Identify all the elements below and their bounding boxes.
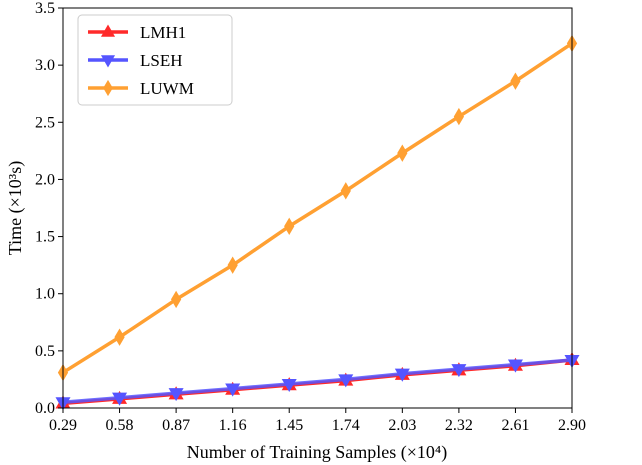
x-tick-label: 1.74 <box>332 417 360 434</box>
y-tick-label: 3.5 <box>35 0 55 17</box>
x-tick-label: 0.87 <box>162 417 190 434</box>
y-axis: 0.0 0.5 1.0 1.5 2.0 2.5 3.0 3.5 <box>35 0 63 417</box>
legend-label: LSEH <box>140 51 183 70</box>
data-point <box>170 290 182 309</box>
data-point <box>510 72 521 90</box>
data-point <box>340 182 351 200</box>
y-tick-label: 0.0 <box>35 400 55 417</box>
y-tick-label: 1.5 <box>35 229 55 246</box>
x-axis-label: Number of Training Samples (×10⁴) <box>187 442 447 463</box>
data-point <box>284 217 295 235</box>
legend: LMH1 LSEH LUWM <box>77 14 233 106</box>
x-tick-label: 2.61 <box>501 417 529 434</box>
legend-item: LUWM <box>88 79 194 98</box>
x-axis: 0.29 0.58 0.87 1.16 1.45 1.74 2.03 2.32 2.61 2.90 <box>49 408 586 434</box>
x-tick-label: 2.32 <box>445 417 473 434</box>
data-point <box>168 388 184 402</box>
data-point <box>281 378 297 393</box>
legend-label: LMH1 <box>140 23 186 42</box>
y-tick-label: 2.0 <box>35 171 55 188</box>
legend-marker <box>100 24 116 37</box>
y-tick-label: 0.5 <box>35 343 55 360</box>
legend-item: LSEH <box>88 51 183 70</box>
data-point <box>112 392 128 406</box>
legend-label: LUWM <box>140 79 194 98</box>
data-point <box>338 374 354 388</box>
data-point <box>225 383 241 397</box>
data-point <box>507 359 523 373</box>
y-tick-label: 3.0 <box>35 57 55 74</box>
x-tick-label: 1.45 <box>275 417 303 434</box>
legend-box <box>77 14 233 106</box>
data-point <box>114 328 125 346</box>
x-tick-label: 0.29 <box>49 417 77 434</box>
series-layer <box>55 34 580 411</box>
data-point <box>453 107 465 126</box>
data-point <box>227 256 238 274</box>
x-tick-label: 2.90 <box>558 417 586 434</box>
series-line <box>62 358 573 405</box>
x-tick-label: 2.03 <box>388 417 416 434</box>
data-point <box>394 368 410 382</box>
data-point <box>451 364 467 378</box>
x-tick-label: 0.58 <box>106 417 134 434</box>
legend-marker <box>100 55 116 68</box>
y-axis-label: Time (×10³s) <box>5 161 26 255</box>
series-line <box>62 41 573 375</box>
legend-item: LMH1 <box>88 23 186 42</box>
plot-frame <box>62 7 573 409</box>
series-luwm <box>57 34 578 382</box>
y-tick-label: 1.0 <box>35 286 55 303</box>
x-tick-label: 1.16 <box>219 417 247 434</box>
legend-marker <box>103 79 113 97</box>
y-tick-label: 2.5 <box>35 114 55 131</box>
data-point <box>397 144 408 162</box>
series-lseh <box>55 354 580 411</box>
